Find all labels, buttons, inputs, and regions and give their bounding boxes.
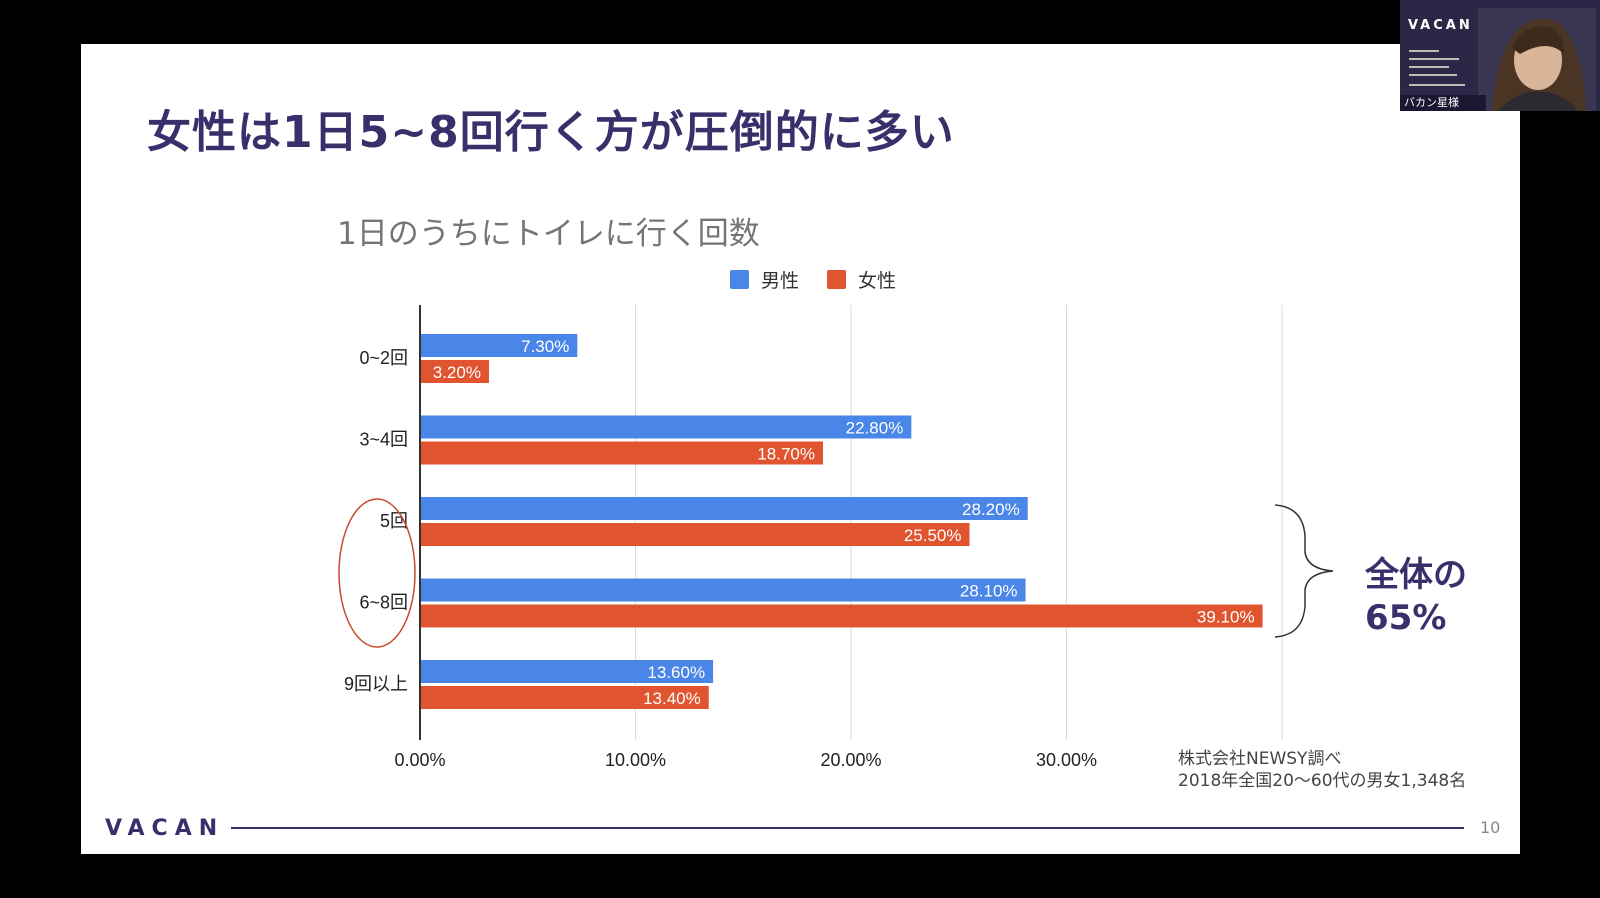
x-tick-label: 30.00% [1036, 750, 1097, 770]
bar-data-label: 13.40% [643, 689, 701, 708]
bar [420, 497, 1028, 520]
bar [420, 686, 709, 709]
bar [420, 334, 578, 357]
category-label: 9回以上 [344, 674, 408, 694]
legend-label-male: 男性 [761, 270, 800, 292]
bar [420, 660, 714, 683]
webcam-person-image [1478, 8, 1596, 111]
category-label: 6~8回 [359, 593, 408, 613]
chart-title: 1日のうちにトイレに行く回数 [337, 216, 760, 252]
legend-swatch-female [827, 270, 847, 289]
page-number: 10 [1480, 818, 1501, 837]
bar-data-label: 7.30% [521, 337, 569, 356]
slide-title: 女性は1日5~8回行く方が圧倒的に多い [147, 107, 955, 158]
webcam-name-label: バカン星様 [1400, 95, 1486, 111]
bar [420, 441, 823, 465]
source-line1: 株式会社NEWSY調べ [1178, 749, 1342, 769]
slide: 女性は1日5~8回行く方が圧倒的に多い 1日のうちにトイレに行く回数 男性 女性… [81, 44, 1520, 854]
legend-item-male: 男性 [730, 266, 799, 293]
bar [420, 415, 912, 439]
legend-swatch-male [730, 270, 749, 289]
bar-data-label: 25.50% [904, 526, 962, 545]
webcam-info-line [1409, 58, 1459, 60]
brace-annotation-line2: 65% [1365, 598, 1447, 638]
bar-data-label: 3.20% [433, 363, 481, 382]
category-label: 3~4回 [359, 430, 408, 450]
webcam-info-line [1409, 84, 1465, 86]
webcam-info-line [1409, 66, 1449, 68]
annotation-circle [338, 498, 416, 648]
brace-annotation: 全体の 65% [1365, 554, 1467, 640]
chart-legend: 男性 女性 [730, 266, 896, 293]
bar [420, 604, 1263, 628]
bar-data-label: 28.20% [962, 500, 1020, 519]
curly-brace [1274, 504, 1334, 638]
x-tick-label: 20.00% [820, 750, 881, 770]
bar-data-label: 13.60% [647, 663, 705, 682]
source-line2: 2018年全国20〜60代の男女1,348名 [1178, 771, 1467, 791]
webcam-info-line [1409, 50, 1439, 52]
x-tick-label: 0.00% [394, 750, 445, 770]
legend-item-female: 女性 [827, 266, 896, 293]
x-tick-label: 10.00% [605, 750, 666, 770]
footer-logo: VACAN [105, 816, 225, 841]
webcam-logo: VACAN [1408, 18, 1473, 33]
brace-annotation-line1: 全体の [1365, 555, 1467, 595]
category-label: 0~2回 [359, 348, 408, 368]
bar-chart: 0.00% 10.00% 20.00% 30.00% 0~2回 7.30% 3.20% 3~4… [338, 305, 1334, 770]
bar-data-label: 22.80% [846, 419, 904, 438]
bar [420, 578, 1026, 602]
bar-data-label: 28.10% [960, 582, 1018, 601]
bar [420, 523, 970, 546]
bar-data-label: 18.70% [757, 445, 815, 464]
webcam-overlay: VACAN バカン星様 [1400, 0, 1600, 111]
legend-label-female: 女性 [858, 270, 897, 292]
bar [420, 360, 489, 383]
webcam-info-line [1409, 74, 1457, 76]
source-note: 株式会社NEWSY調べ 2018年全国20〜60代の男女1,348名 [1178, 748, 1466, 792]
bar-data-label: 39.10% [1197, 608, 1255, 627]
footer-divider [231, 827, 1464, 829]
